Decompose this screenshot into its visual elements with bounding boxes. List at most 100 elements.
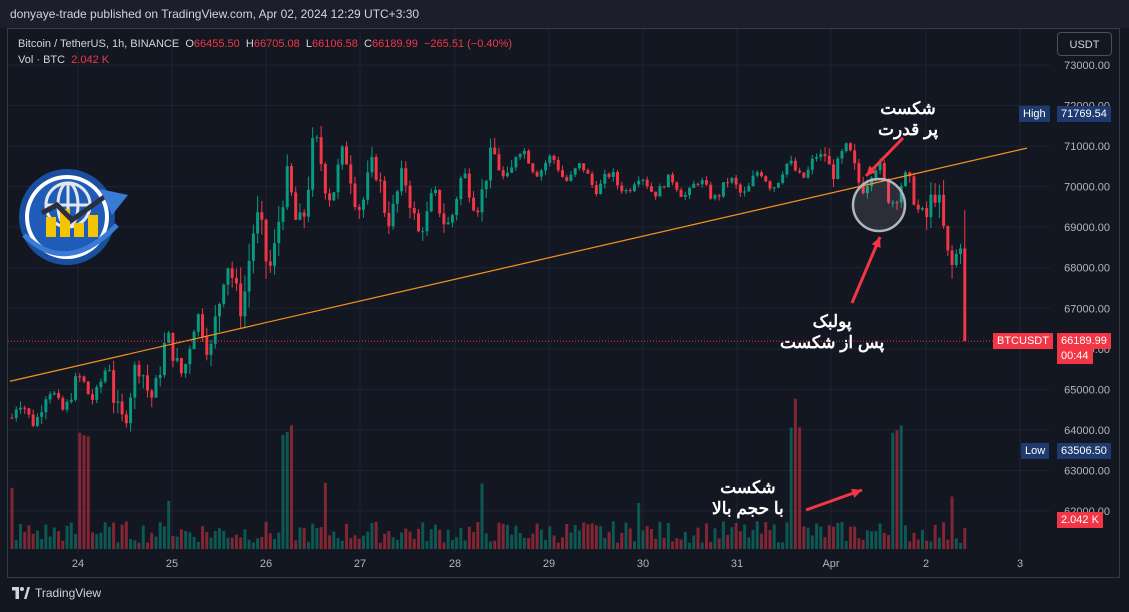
candle-body (709, 184, 713, 199)
volume-bar (857, 538, 861, 549)
volume-bar (162, 526, 166, 549)
volume-bar (459, 527, 463, 549)
volume-bar (696, 527, 700, 549)
volume-bar (205, 532, 209, 549)
candle-body (679, 189, 683, 197)
volume-bar (243, 529, 247, 549)
candle-body (167, 332, 171, 343)
volume-bar (628, 528, 632, 549)
candle-body (857, 163, 861, 183)
volume-bar (573, 524, 577, 549)
volume-bar (268, 533, 272, 549)
volume-bar (861, 539, 865, 549)
candle-body (671, 174, 675, 183)
candle-body (510, 167, 514, 173)
candle-body (65, 401, 69, 410)
candle-body (882, 163, 886, 179)
last-price-tag: 66189.99 (1057, 333, 1111, 349)
volume-bar (209, 537, 213, 549)
volume-bar (23, 531, 27, 549)
volume-bar (425, 541, 429, 549)
pullback-highlight-circle (851, 177, 907, 233)
candle-body (285, 166, 289, 208)
volume-bar (929, 541, 933, 549)
open-label: O (185, 38, 194, 50)
volume-bar (311, 523, 315, 549)
volume-bar (734, 523, 738, 549)
volume-label[interactable]: Vol · BTC (18, 54, 66, 66)
volume-bar (692, 535, 696, 549)
volume-bar (611, 521, 615, 549)
volume-bar (387, 531, 391, 549)
candle-body (844, 143, 848, 152)
volume-bar (438, 529, 442, 549)
volume-bar (345, 523, 349, 549)
candle-body (848, 143, 852, 151)
pullback-line2: پس از شکست (780, 333, 885, 352)
breakout-line1: شکست (880, 99, 936, 118)
volume-bar (256, 538, 260, 549)
volume-bar (654, 538, 658, 549)
candle-body (315, 137, 319, 139)
volume-bar (848, 526, 852, 549)
y-tick-label: 65000.00 (1064, 384, 1110, 396)
candle-body (611, 171, 615, 177)
volume-bar (747, 537, 751, 549)
currency-button[interactable]: USDT (1057, 32, 1112, 56)
chart-frame[interactable] (7, 28, 1120, 578)
candle-body (954, 253, 958, 266)
volume-bar (827, 525, 831, 549)
candle-body (590, 173, 594, 186)
low-label: L (305, 38, 312, 50)
high-value: 66705.08 (253, 38, 300, 50)
volume-bar (895, 430, 899, 549)
y-tick-label: 63000.00 (1064, 465, 1110, 477)
candle-body (840, 151, 844, 159)
candle-body (925, 207, 929, 218)
volume-bar (899, 425, 903, 549)
volume-bar (497, 522, 501, 549)
tradingview-brand: TradingView (35, 586, 102, 600)
candle-body (429, 193, 433, 212)
candle-body (518, 154, 522, 158)
volume-bar (175, 536, 179, 549)
candle-body (561, 170, 564, 178)
candle-body (52, 392, 56, 395)
candle-body (188, 349, 192, 365)
candle-body (569, 174, 573, 181)
candle-body (260, 212, 264, 220)
y-tick-label: 70000.00 (1064, 182, 1110, 194)
candle-body (963, 248, 967, 342)
tradingview-icon (12, 587, 30, 599)
candle-body (345, 146, 349, 165)
volume-bar (675, 538, 679, 549)
candle-body (226, 268, 230, 285)
candle-body (311, 137, 315, 190)
volume-bar (832, 526, 835, 549)
volume-bar (82, 435, 86, 549)
candle-body (594, 185, 598, 195)
volume-bar (539, 529, 543, 549)
tradingview-logo[interactable]: TradingView (12, 586, 101, 600)
volume-bar (349, 538, 353, 549)
candle-body (370, 156, 374, 173)
volume-bar (853, 526, 857, 549)
candle-body (793, 160, 797, 171)
volume-bar (69, 522, 73, 549)
candle-body (539, 170, 543, 177)
y-tick-label: 64000.00 (1064, 425, 1110, 437)
candle-body (171, 332, 175, 361)
time-axis[interactable]: 24 25 26 27 28 29 30 31 Apr 2 3 (72, 558, 1023, 570)
volume-bar (912, 532, 916, 549)
candle-body (489, 147, 492, 181)
candle-body (294, 192, 298, 220)
volume-bar (704, 523, 708, 549)
candle-body (175, 358, 179, 361)
candle-body (713, 195, 717, 199)
candle-body (476, 210, 480, 213)
candle-body (544, 162, 548, 171)
candle-body (535, 171, 539, 177)
volume-bar (395, 539, 399, 549)
symbol-name[interactable]: Bitcoin / TetherUS, 1h, BINANCE (18, 38, 180, 50)
